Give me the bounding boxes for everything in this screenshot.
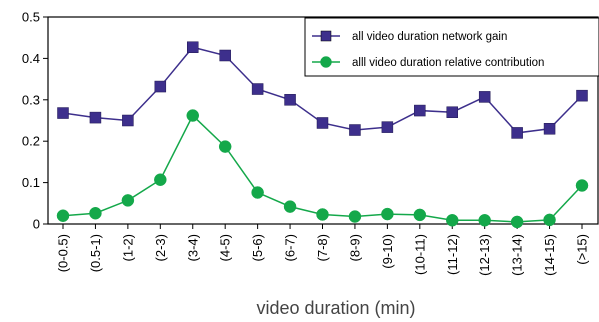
x-tick-label: (13-14) xyxy=(510,234,525,276)
data-point-square xyxy=(478,91,491,103)
data-point-circle xyxy=(575,179,589,192)
data-point-square xyxy=(576,89,588,102)
data-point-circle xyxy=(446,214,459,227)
x-tick-label: (7-8) xyxy=(315,234,330,261)
x-tick-label: (11-12) xyxy=(445,234,460,275)
data-point-circle xyxy=(348,210,362,223)
data-point-circle xyxy=(89,206,102,220)
x-tick-label: (5-6) xyxy=(250,234,265,261)
data-point-circle xyxy=(381,207,394,221)
x-tick-label: (14-15) xyxy=(542,234,557,276)
x-tick-label: (4-5) xyxy=(218,234,233,261)
data-point-square xyxy=(543,123,556,135)
y-tick-label: 0.3 xyxy=(22,92,40,107)
series-layer xyxy=(56,41,589,229)
data-point-square xyxy=(89,111,102,124)
series-1 xyxy=(56,109,589,229)
y-tick-label: 0.4 xyxy=(22,51,40,66)
x-tick-label: (12-13) xyxy=(477,234,492,276)
y-tick-label: 0.2 xyxy=(22,134,40,149)
x-tick-label: (9-10) xyxy=(380,234,395,269)
data-point-circle xyxy=(218,140,232,153)
data-point-circle xyxy=(186,109,199,122)
x-axis-label: video duration (min) xyxy=(256,298,415,318)
data-point-circle xyxy=(283,200,297,213)
chart-legend: all video duration network gain alll vid… xyxy=(304,17,599,77)
legend-marker-network-gain xyxy=(320,30,332,42)
x-tick-label: (6-7) xyxy=(283,234,298,261)
data-point-square xyxy=(154,80,167,93)
data-point-circle xyxy=(316,208,329,221)
data-point-circle xyxy=(543,213,556,227)
x-tick-label: (3-4) xyxy=(185,234,200,261)
data-point-square xyxy=(381,121,394,133)
chart-axes: 0 0.1 0.2 0.3 0.4 0.5 (0-0.5) (0.5-1) (1-2) (2-3)… xyxy=(22,10,599,276)
data-point-circle xyxy=(56,209,70,222)
y-tick-label: 0 xyxy=(33,217,40,232)
legend-label-relative-contribution: alll video duration relative contributio… xyxy=(352,57,544,69)
data-point-square xyxy=(446,106,458,118)
x-tick-label: (8-9) xyxy=(347,234,362,261)
data-point-square xyxy=(349,124,361,136)
x-tick-label: (2-3) xyxy=(153,234,168,261)
x-tick-label: (0.5-1) xyxy=(88,234,103,272)
data-point-square xyxy=(122,114,134,127)
data-point-square xyxy=(316,117,329,129)
legend-marker-relative-contribution xyxy=(320,56,332,68)
legend-label-network-gain: all video duration network gain xyxy=(352,31,507,43)
data-point-square xyxy=(511,127,523,139)
data-point-circle xyxy=(121,194,135,207)
x-tick-label: (0-0.5) xyxy=(56,234,71,272)
data-point-square xyxy=(414,104,426,117)
series-line xyxy=(62,114,583,223)
data-point-circle xyxy=(251,186,264,199)
data-point-square xyxy=(284,94,296,106)
data-point-square xyxy=(187,41,199,53)
data-point-square xyxy=(219,49,231,62)
data-point-circle xyxy=(154,173,167,186)
data-point-circle xyxy=(413,208,427,222)
series-0 xyxy=(57,41,588,139)
data-point-square xyxy=(251,83,264,95)
data-point-circle xyxy=(478,214,491,227)
y-tick-label: 0.1 xyxy=(22,175,40,190)
y-tick-label: 0.5 xyxy=(22,10,40,25)
data-point-circle xyxy=(510,215,524,229)
x-tick-label: (>15) xyxy=(575,234,590,265)
x-tick-label: (1-2) xyxy=(120,234,135,261)
x-tick-label: (10-11) xyxy=(412,234,427,275)
data-point-square xyxy=(57,107,69,119)
legend-box xyxy=(304,17,599,77)
